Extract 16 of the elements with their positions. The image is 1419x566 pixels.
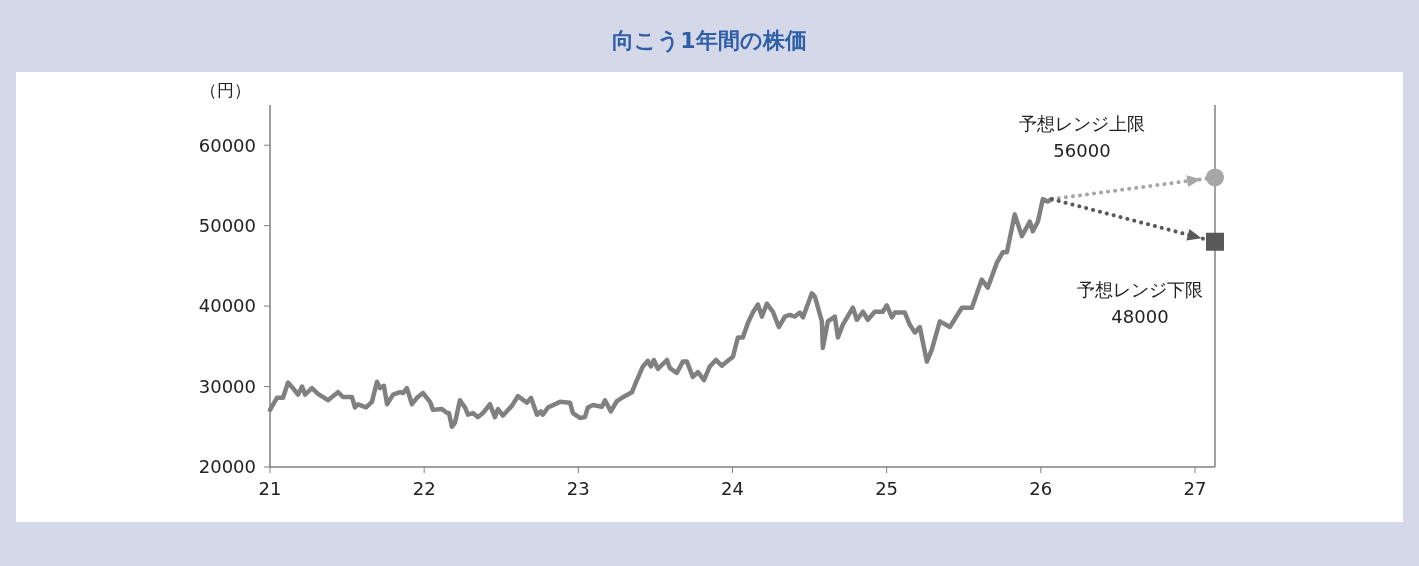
y-tick-label: 40000 <box>198 295 256 317</box>
y-tick-label: 30000 <box>198 375 256 397</box>
x-tick-label: 27 <box>1183 478 1207 499</box>
y-tick-label: 20000 <box>198 456 256 478</box>
y-axis-title: （円） <box>200 80 251 100</box>
y-tick-label: 50000 <box>198 214 256 236</box>
annotation: 予想レンジ下限 48000 <box>1077 278 1203 327</box>
x-tick-label: 21 <box>258 478 282 499</box>
x-tick-label: 26 <box>1029 478 1053 499</box>
x-tick-label: 24 <box>721 478 744 499</box>
annotation: 予想レンジ上限 56000 <box>1019 113 1145 162</box>
x-tick-label: 22 <box>412 478 436 499</box>
x-tick-label: 25 <box>875 478 899 499</box>
chart-title: 向こう1年間の株価 <box>612 28 807 53</box>
y-tick-label: 60000 <box>198 134 256 156</box>
x-tick-label: 23 <box>566 478 590 499</box>
